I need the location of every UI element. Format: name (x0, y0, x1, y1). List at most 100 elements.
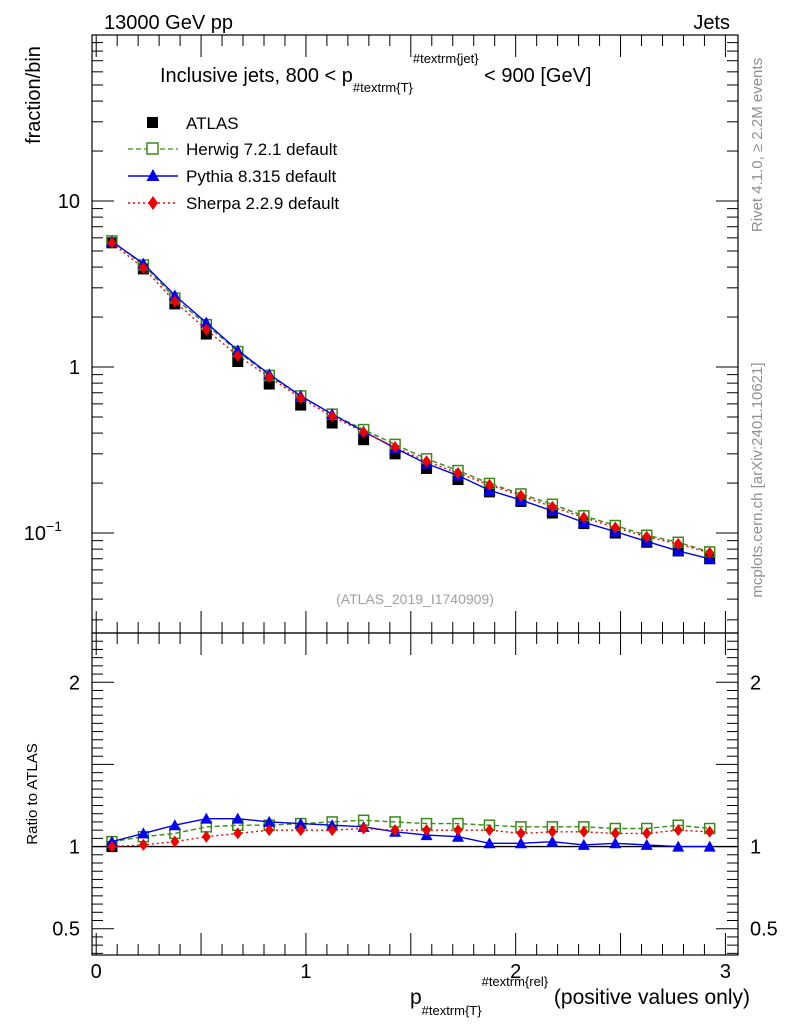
legend-label-sherpa: Sherpa 2.2.9 default (186, 194, 339, 213)
point-sherpa (705, 546, 715, 559)
x-tick-label: 3 (720, 961, 731, 983)
ratio-point-sherpa (359, 822, 369, 835)
ratio-series-pythia (105, 812, 716, 852)
y-tick-label-ratio-left: 1 (69, 837, 80, 859)
point-sherpa (516, 489, 526, 502)
ratio-point-sherpa (673, 824, 683, 837)
ratio-series-sherpa (107, 822, 715, 853)
ratio-y-axis-label: Ratio to ATLAS (24, 743, 41, 844)
legend-entry-atlas: ATLAS (147, 114, 239, 133)
ratio-point-sherpa (642, 827, 652, 840)
point-sherpa (673, 537, 683, 550)
point-pythia (672, 544, 685, 556)
point-sherpa (233, 349, 243, 362)
y-tick-label-main: 1 (69, 357, 80, 379)
side-label-mcplots: mcplots.cern.ch [arXiv:2401.10621] (749, 362, 766, 597)
y-tick-label-ratio-left: 0.5 (52, 919, 80, 941)
point-sherpa (453, 466, 463, 479)
y-tick-label-ratio-left: 2 (69, 672, 80, 694)
ratio-point-sherpa (170, 835, 180, 848)
point-data (263, 378, 275, 390)
chart-marks: 10 1 10−1 0 1 2 3 0.5 0.5 1 1 2 2 (24, 35, 778, 983)
legend-marker-herwig (146, 142, 159, 155)
series-line-herwig (111, 240, 710, 553)
ratio-point-pythia (546, 835, 559, 847)
legend-entry-pythia: Pythia 8.315 default (128, 167, 337, 186)
ratio-point-pythia (703, 840, 716, 852)
point-sherpa (610, 521, 620, 534)
point-sherpa (579, 511, 589, 524)
y-tick-label-main: 10−1 (24, 518, 62, 545)
ratio-point-pythia (451, 830, 464, 842)
ratio-point-sherpa (547, 825, 557, 838)
legend-marker-atlas (147, 117, 158, 128)
point-sherpa (201, 323, 211, 336)
y-tick-label-ratio-right: 2 (750, 672, 761, 694)
series-pythia (105, 235, 716, 564)
ratio-line-sherpa (111, 827, 710, 848)
main-y-axis-label: fraction/bin (23, 46, 45, 144)
legend-marker-pythia (146, 169, 160, 181)
point-sherpa (107, 236, 117, 249)
point-sherpa (296, 392, 306, 405)
header-right: Jets (693, 12, 730, 34)
point-data (295, 399, 307, 411)
x-tick-label: 0 (91, 961, 102, 983)
point-sherpa (264, 371, 274, 384)
legend-label-herwig: Herwig 7.2.1 default (186, 140, 337, 159)
plot-title: Inclusive jets, 800 < p#textrm{T}#textrm… (160, 51, 591, 95)
y-tick-label-ratio-right: 0.5 (750, 919, 778, 941)
ratio-point-sherpa (296, 824, 306, 837)
ratio-point-pythia (640, 838, 653, 850)
point-sherpa (484, 478, 494, 491)
ratio-point-sherpa (516, 827, 526, 840)
ratio-point-pythia (577, 838, 590, 850)
header-left: 13000 GeV pp (104, 12, 233, 34)
point-pythia (200, 316, 213, 328)
ratio-point-pythia (231, 812, 244, 824)
point-sherpa (547, 500, 557, 513)
ratio-point-pythia (137, 827, 150, 839)
x-axis-label: p#textrm{T}#textrm{rel} (positive values… (410, 974, 750, 1018)
point-sherpa (138, 261, 148, 274)
ratio-point-pythia (672, 840, 685, 852)
legend: ATLAS Herwig 7.2.1 default Pythia 8.315 … (128, 114, 339, 213)
ratio-plot-frame (91, 632, 739, 956)
y-tick-label-main: 10 (58, 191, 80, 213)
series-sherpa (107, 236, 715, 559)
series-herwig (106, 235, 716, 558)
x-tick-label: 2 (510, 961, 521, 983)
ratio-point-sherpa (705, 825, 715, 838)
ratio-point-pythia (483, 837, 496, 849)
ratio-point-sherpa (107, 840, 117, 853)
side-label-rivet: Rivet 4.1.0, ≥ 2.2M events (749, 58, 766, 232)
ratio-point-pythia (294, 817, 307, 829)
ratio-point-sherpa (484, 824, 494, 837)
series-data (106, 237, 716, 565)
ratio-point-sherpa (610, 827, 620, 840)
ratio-point-sherpa (390, 824, 400, 837)
point-sherpa (327, 410, 337, 423)
ratio-point-pythia (200, 812, 213, 824)
legend-entry-sherpa: Sherpa 2.2.9 default (128, 194, 339, 213)
series-line-pythia (111, 240, 710, 560)
ratio-point-sherpa (233, 827, 243, 840)
point-sherpa (422, 455, 432, 468)
ratio-point-sherpa (579, 825, 589, 838)
ratio-point-pythia (609, 837, 622, 849)
legend-marker-sherpa (148, 196, 158, 210)
point-data (326, 417, 338, 429)
legend-label-atlas: ATLAS (186, 114, 239, 133)
ratio-point-sherpa (453, 824, 463, 837)
ratio-point-sherpa (138, 838, 148, 851)
point-sherpa (359, 426, 369, 439)
ratio-point-sherpa (327, 824, 337, 837)
axis-ticks (92, 35, 738, 955)
ratio-point-pythia (168, 819, 181, 831)
legend-label-pythia: Pythia 8.315 default (186, 167, 337, 186)
point-sherpa (642, 530, 652, 543)
ratio-line-pythia (111, 817, 710, 848)
ratio-point-sherpa (422, 824, 432, 837)
ratio-point-pythia (514, 837, 527, 849)
